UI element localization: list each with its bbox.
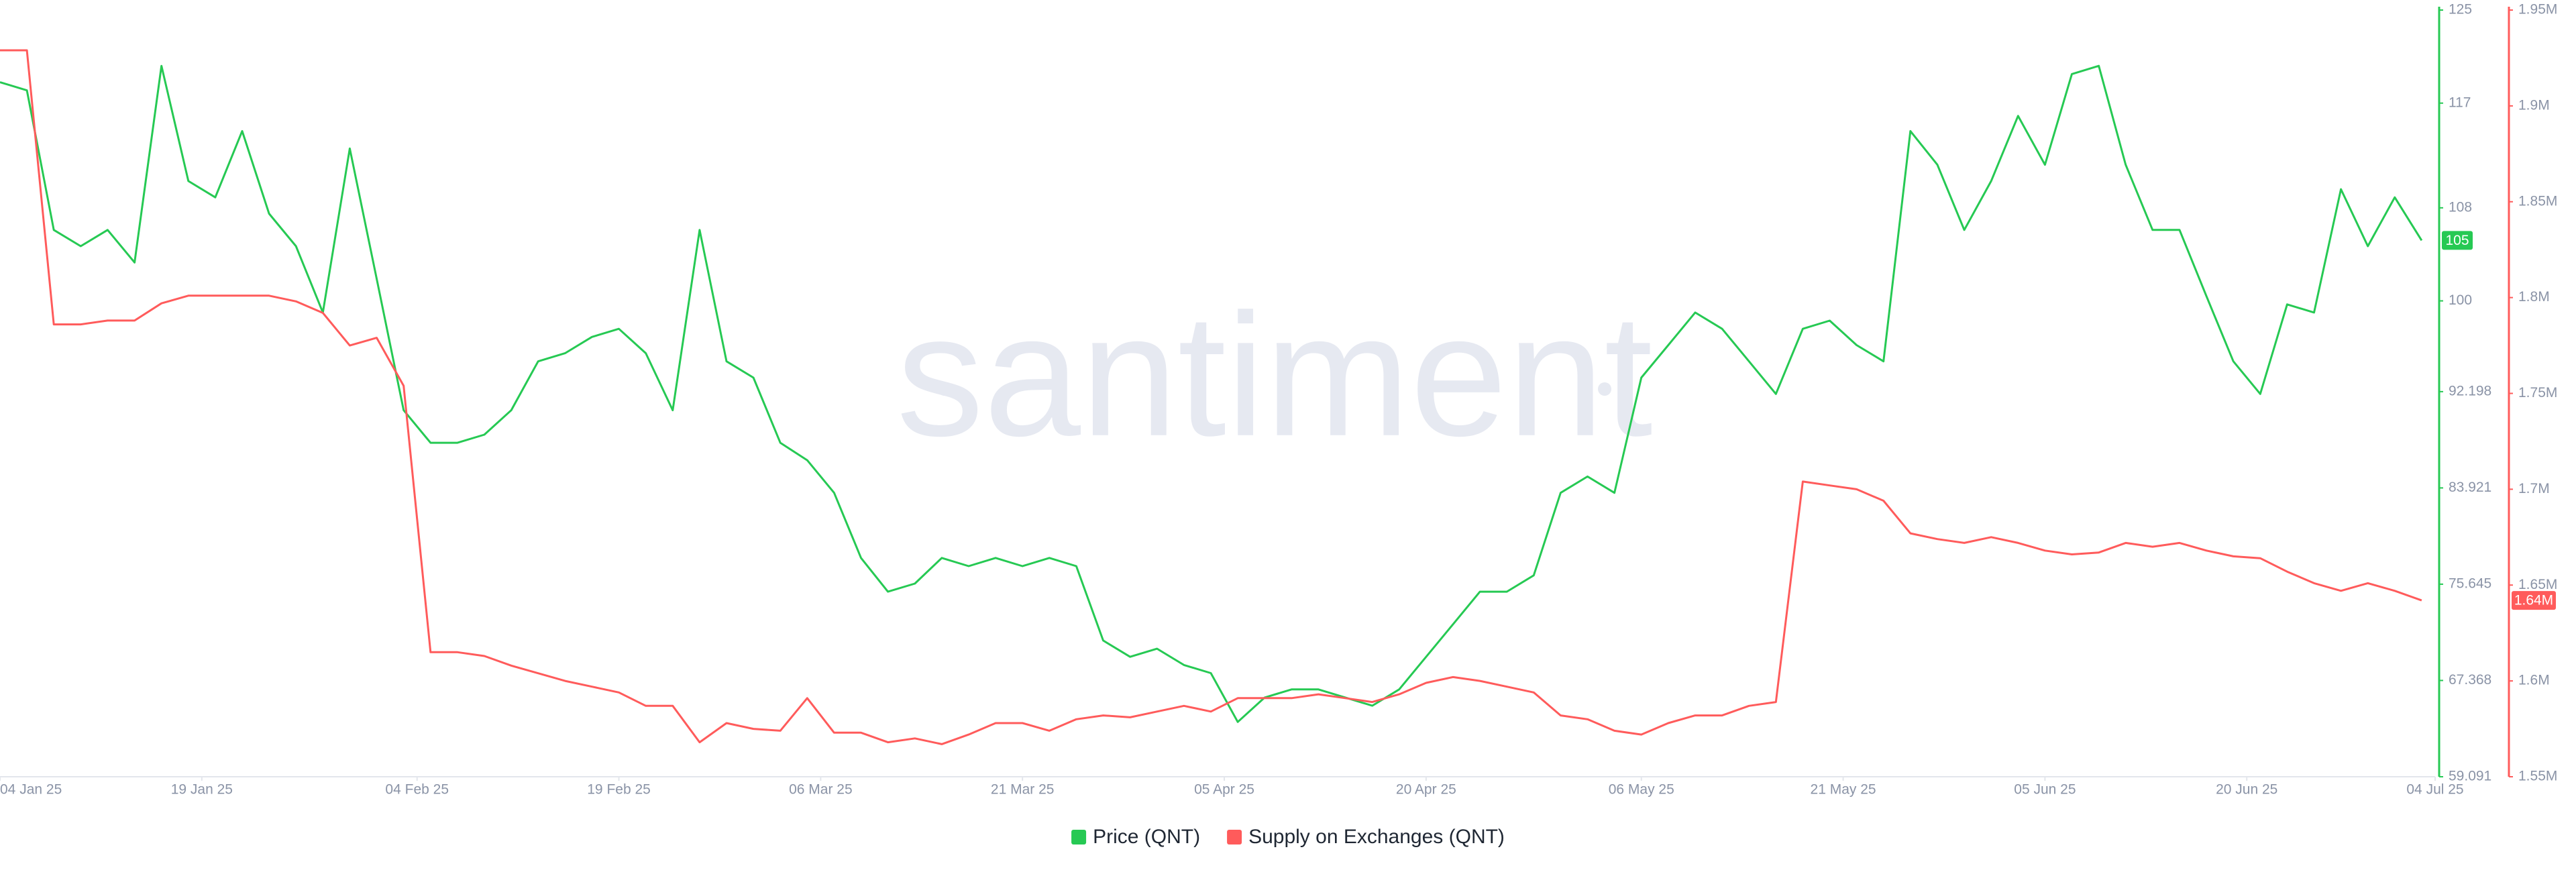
y-tick-label: 125 (2449, 2, 2472, 17)
x-tick-label: 04 Feb 25 (385, 782, 449, 798)
x-tick-label: 21 May 25 (1811, 782, 1876, 798)
y2-tick-label: 1.9M (2518, 97, 2550, 113)
y2-tick-label: 1.75M (2518, 385, 2557, 400)
y-tick-label: 108 (2449, 199, 2472, 215)
y2-tick-label: 1.8M (2518, 289, 2550, 305)
y-tick-label: 75.645 (2449, 576, 2491, 591)
y2-tick-label: 1.7M (2518, 481, 2550, 496)
watermark-dot (938, 382, 951, 396)
series-line (0, 64, 2423, 723)
legend: Price (QNT) Supply on Exchanges (QNT) (1071, 826, 1505, 848)
legend-label: Supply on Exchanges (QNT) (1248, 826, 1505, 848)
x-tick-label: 04 Jul 25 (2406, 782, 2463, 798)
x-tick-label: 19 Feb 25 (587, 782, 651, 798)
x-tick-label: 05 Jun 25 (2014, 782, 2076, 798)
x-tick-label: 19 Jan 25 (171, 782, 233, 798)
y2-tick-label: 1.55M (2518, 769, 2557, 784)
x-tick-label: 20 Jun 25 (2216, 782, 2277, 798)
watermark: santiment (896, 278, 1653, 473)
y-tick-label: 117 (2449, 95, 2471, 110)
series-line (0, 49, 2422, 745)
watermark-dot (1598, 382, 1611, 396)
y2-tick-label: 1.6M (2518, 673, 2550, 688)
y2-tick-label: 1.95M (2518, 2, 2557, 17)
y2-tick-label: 1.65M (2518, 577, 2557, 592)
x-tick-label: 20 Apr 25 (1396, 782, 1456, 798)
y-tick-label: 67.368 (2449, 672, 2491, 688)
y2-tick-label: 1.85M (2518, 193, 2557, 209)
legend-swatch (1227, 830, 1242, 844)
current-value-label: 1.64M (2514, 593, 2553, 608)
legend-label: Price (QNT) (1093, 826, 1200, 848)
y-tick-label: 100 (2449, 292, 2472, 308)
x-tick-label: 04 Jan 25 (0, 782, 62, 798)
x-tick-label: 06 Mar 25 (789, 782, 853, 798)
x-tick-label: 06 May 25 (1609, 782, 1674, 798)
y-tick-label: 83.921 (2449, 480, 2491, 495)
x-tick-label: 21 Mar 25 (991, 782, 1055, 798)
legend-swatch (1071, 830, 1087, 844)
x-tick-label: 05 Apr 25 (1194, 782, 1254, 798)
current-value-badge (2442, 231, 2473, 250)
current-value-badge (2512, 591, 2556, 610)
y-tick-label: 59.091 (2449, 769, 2491, 784)
y-tick-label: 92.198 (2449, 383, 2491, 398)
current-value-label: 105 (2445, 233, 2469, 248)
